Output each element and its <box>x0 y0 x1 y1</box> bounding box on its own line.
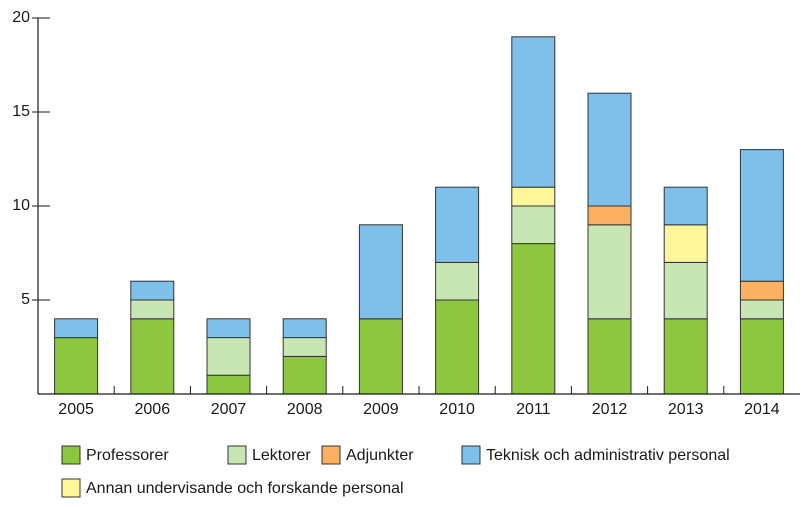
bar-segment <box>54 318 99 339</box>
bar-segment <box>587 92 632 207</box>
y-tick-label: 20 <box>12 9 30 26</box>
legend-label: Teknisk och administrativ personal <box>486 447 730 464</box>
y-tick-label: 15 <box>12 103 30 120</box>
legend-swatch <box>461 445 481 465</box>
bar-segment <box>206 374 251 395</box>
bar-segment <box>358 224 403 320</box>
bar-segment <box>739 318 784 395</box>
y-tick-label: 5 <box>21 291 30 308</box>
x-tick-label: 2013 <box>668 401 704 418</box>
bar-segment <box>54 337 99 395</box>
bar-segment <box>739 280 784 301</box>
bar-segment <box>130 318 175 395</box>
x-tick-label: 2008 <box>287 401 323 418</box>
y-tick-label: 10 <box>12 197 30 214</box>
bar-segment <box>282 355 327 395</box>
x-tick-label: 2006 <box>135 401 171 418</box>
bar-segment <box>511 243 556 395</box>
x-tick-label: 2014 <box>744 401 780 418</box>
bar-segment <box>587 205 632 226</box>
bar-segment <box>663 261 708 320</box>
bar-segment <box>663 318 708 395</box>
x-tick-label: 2012 <box>592 401 628 418</box>
bar-segment <box>739 149 784 282</box>
bar-segment <box>282 318 327 339</box>
legend-swatch <box>227 445 247 465</box>
legend-swatch <box>61 478 81 498</box>
bar-segment <box>663 186 708 226</box>
bar-segment <box>435 186 480 263</box>
bar-segment <box>511 36 556 188</box>
x-tick-label: 2009 <box>363 401 399 418</box>
legend-label: Annan undervisande och forskande persona… <box>86 480 404 497</box>
bar-segment <box>206 337 251 376</box>
x-tick-label: 2010 <box>439 401 475 418</box>
bar-segment <box>358 318 403 395</box>
bar-segment <box>130 299 175 320</box>
x-tick-label: 2011 <box>516 401 551 418</box>
bar-segment <box>206 318 251 339</box>
legend-swatch <box>321 445 341 465</box>
bar-segment <box>511 205 556 245</box>
bar-segment <box>435 299 480 395</box>
x-tick-label: 2005 <box>58 401 94 418</box>
bar-segment <box>739 299 784 320</box>
bar-segment <box>663 224 708 263</box>
legend-swatch <box>61 445 81 465</box>
bar-segment <box>511 186 556 207</box>
bar-segment <box>587 318 632 395</box>
bar-segment <box>435 261 480 301</box>
legend-label: Adjunkter <box>346 447 414 464</box>
bar-segment <box>130 280 175 301</box>
legend-label: Lektorer <box>252 447 311 464</box>
bar-segment <box>587 224 632 320</box>
bar-segment <box>282 337 327 357</box>
legend-label: Professorer <box>86 447 169 464</box>
x-tick-label: 2007 <box>211 401 247 418</box>
